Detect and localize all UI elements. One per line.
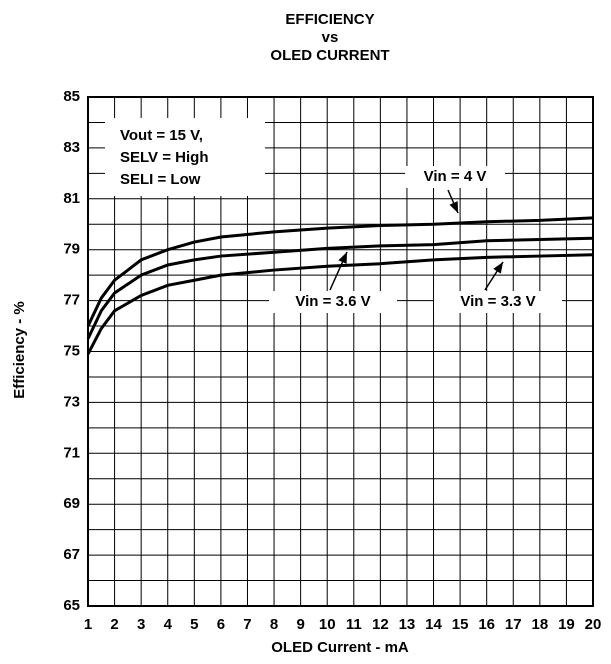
- arrow-head: [338, 252, 347, 264]
- x-tick-label: 11: [346, 616, 362, 633]
- annotation-box: [105, 118, 265, 196]
- y-axis-label: Efficiency - %: [11, 301, 28, 399]
- chart-title: OLED CURRENT: [270, 47, 389, 64]
- x-tick-label: 17: [505, 616, 522, 633]
- x-tick-label: 3: [137, 616, 145, 633]
- y-tick-label: 77: [63, 292, 80, 309]
- annotation: SELI = Low: [120, 171, 201, 188]
- label-bg: [269, 291, 397, 313]
- x-tick-label: 16: [478, 616, 495, 633]
- annotation: Vout = 15 V,: [120, 127, 203, 144]
- x-tick-label: 13: [399, 616, 416, 633]
- x-tick-label: 5: [190, 616, 198, 633]
- y-tick-label: 69: [63, 495, 80, 512]
- x-tick-label: 19: [558, 616, 575, 633]
- y-tick-label: 79: [63, 241, 80, 258]
- x-tick-label: 15: [452, 616, 469, 633]
- arrow-head: [449, 201, 458, 213]
- x-tick-label: 6: [217, 616, 225, 633]
- y-tick-label: 73: [63, 393, 80, 410]
- x-tick-label: 20: [585, 616, 602, 633]
- y-tick-label: 75: [63, 342, 80, 359]
- x-tick-label: 18: [531, 616, 548, 633]
- y-tick-label: 83: [63, 139, 80, 156]
- label-bg: [434, 291, 562, 313]
- x-tick-label: 1: [84, 616, 92, 633]
- x-tick-label: 10: [319, 616, 336, 633]
- series-label: Vin = 3.6 V: [295, 293, 370, 310]
- y-tick-label: 67: [63, 546, 80, 563]
- x-tick-label: 2: [110, 616, 118, 633]
- annotation: SELV = High: [120, 149, 208, 166]
- y-tick-label: 71: [63, 444, 80, 461]
- arrow-head: [493, 262, 503, 274]
- y-tick-label: 85: [63, 88, 80, 105]
- series-line: [86, 236, 594, 340]
- x-tick-label: 8: [270, 616, 278, 633]
- series-line: [86, 216, 594, 327]
- chart-title: EFFICIENCY: [285, 11, 374, 28]
- x-tick-label: 9: [296, 616, 304, 633]
- x-tick-label: 14: [425, 616, 442, 633]
- series-label: Vin = 4 V: [424, 168, 487, 185]
- x-tick-label: 12: [372, 616, 389, 633]
- label-bg: [405, 166, 505, 188]
- series-label: Vin = 3.3 V: [460, 293, 535, 310]
- chart-title: vs: [322, 29, 339, 46]
- y-tick-label: 81: [63, 190, 80, 207]
- x-tick-label: 4: [164, 616, 173, 633]
- x-tick-label: 7: [243, 616, 251, 633]
- series-line: [86, 253, 594, 355]
- y-tick-label: 65: [63, 597, 80, 614]
- x-axis-label: OLED Current - mA: [271, 639, 409, 656]
